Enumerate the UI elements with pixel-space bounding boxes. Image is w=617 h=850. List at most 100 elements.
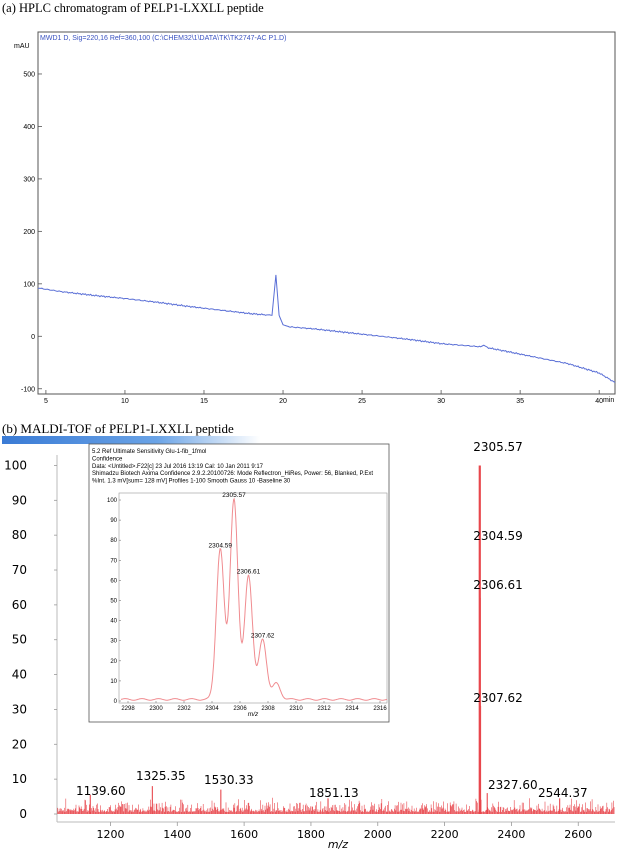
inset-x-tick-label: 2310	[289, 706, 303, 712]
inset-header: 5.2 Ref Ultimate Sensitivity Glu-1-fib_1…	[92, 449, 373, 485]
inset-y-tick-label: 0	[114, 699, 118, 705]
maldi-peak-labels: 1139.60 1325.35 1530.33 1851.13 2304.59 2305.…	[76, 440, 588, 800]
inset-y-tick-label: 100	[107, 498, 118, 504]
inset-y-tick-label: 20	[110, 659, 117, 665]
inset-x-ticks: 2298 2300 2302 2304 2306 2308 2310 2312 2314 2316	[121, 701, 387, 712]
maldi-y-tick-label: 10	[12, 772, 27, 786]
hplc-y-tick-label: 100	[23, 281, 35, 288]
hplc-y-ticks: -100 0 100 200 300 400 500	[21, 71, 42, 393]
inset-peak-labels: 2304.59 2305.57 2306.61 2307.62	[209, 492, 275, 640]
maldi-x-axis-label: m/z	[328, 838, 348, 850]
hplc-x-tick-label: 15	[200, 398, 208, 405]
hplc-x-tick-label: 5	[44, 398, 48, 405]
inset-y-tick-label: 60	[110, 578, 117, 584]
inset-header-line: Data: <Untitled>.F22[c] 23 Jul 2016 13:1…	[92, 464, 264, 470]
inset-x-tick-label: 2314	[345, 706, 359, 712]
inset-x-tick-label: 2312	[317, 706, 331, 712]
inset-header-line: Shimadzu Biotech Axima Confidence 2.9.2.…	[92, 471, 373, 477]
inset-y-tick-label: 90	[110, 518, 117, 524]
hplc-x-tick-label: 35	[516, 398, 524, 405]
inset-x-tick-label: 2304	[205, 706, 219, 712]
hplc-y-tick-label: 0	[31, 334, 35, 341]
maldi-peak-label: 1530.33	[204, 773, 254, 787]
inset-y-tick-label: 10	[110, 679, 117, 685]
panel-a-caption: (a) HPLC chromatogram of PELP1-LXXLL pep…	[2, 1, 264, 15]
maldi-y-tick-label: 30	[12, 702, 27, 716]
hplc-plot-frame	[37, 31, 616, 395]
maldi-x-tick-label: 1200	[96, 828, 124, 841]
header-gradient-bar	[2, 436, 260, 444]
maldi-x-tick-label: 1800	[297, 828, 325, 841]
maldi-y-tick-label: 20	[12, 737, 27, 751]
hplc-x-tick-label: 10	[121, 398, 129, 405]
maldi-noise-lines	[57, 797, 615, 814]
inset-x-tick-label: 2308	[261, 706, 275, 712]
hplc-y-tick-label: 300	[23, 176, 35, 183]
inset-peak-label: 2306.61	[237, 568, 261, 575]
inset-y-tick-label: 80	[110, 538, 117, 544]
maldi-x-tick-label: 1600	[230, 828, 258, 841]
hplc-y-tick-label: 400	[23, 124, 35, 131]
maldi-peak-label: 1851.13	[309, 786, 359, 800]
maldi-x-tick-label: 1400	[163, 828, 191, 841]
maldi-peaks	[89, 465, 561, 814]
hplc-trace-label: MWD1 D, Sig=220,16 Ref=360,100 (C:\CHEM3…	[40, 35, 286, 42]
maldi-peak-label: 2306.61	[473, 578, 523, 592]
inset-x-tick-label: 2306	[233, 706, 247, 712]
inset-y-tick-label: 40	[110, 619, 117, 625]
maldi-x-tick-label: 2200	[431, 828, 459, 841]
inset-header-line: 5.2 Ref Ultimate Sensitivity Glu-1-fib_1…	[92, 449, 206, 455]
maldi-y-tick-label: 70	[12, 563, 27, 577]
inset-x-axis-label: m/z	[248, 711, 259, 718]
maldi-peak-label: 2327.60	[488, 778, 538, 792]
maldi-y-ticks: 0 10 20 30 40 50 60 70 80 90 100	[4, 458, 57, 821]
maldi-y-tick-label: 100	[4, 458, 27, 472]
maldi-y-tick-label: 90	[12, 493, 27, 507]
maldi-y-tick-label: 0	[19, 807, 27, 821]
hplc-x-ticks: 5 10 15 20 25 30 35 40	[44, 390, 603, 405]
maldi-x-tick-label: 2400	[497, 828, 525, 841]
maldi-y-tick-label: 80	[12, 528, 27, 542]
inset-peak-label: 2304.59	[209, 542, 233, 549]
inset-header-line: Confidence	[92, 456, 123, 462]
inset-y-tick-label: 30	[110, 639, 117, 645]
hplc-x-tick-label: 20	[279, 398, 287, 405]
inset-x-tick-label: 2302	[177, 706, 191, 712]
maldi-x-ticks: 1200 1400 1600 1800 2000 2200 2400 2600	[96, 822, 592, 841]
inset-x-tick-label: 2316	[373, 706, 387, 712]
hplc-y-tick-label: 200	[23, 229, 35, 236]
maldi-x-tick-label: 2600	[564, 828, 592, 841]
maldi-peak-label: 1139.60	[76, 784, 126, 798]
inset-y-tick-label: 70	[110, 558, 117, 564]
panel-b-caption: (b) MALDI-TOF of PELP1-LXXLL peptide	[2, 421, 234, 436]
hplc-y-tick-label: -100	[21, 386, 35, 393]
maldi-y-tick-label: 50	[12, 633, 27, 647]
maldi-noise-peaks	[57, 797, 615, 814]
maldi-y-tick-label: 60	[12, 598, 27, 612]
inset-x-tick-label: 2298	[121, 706, 135, 712]
maldi-y-tick-label: 40	[12, 668, 27, 682]
hplc-x-tick-label: 40	[595, 398, 603, 405]
hplc-chart: MWD1 D, Sig=220,16 Ref=360,100 (C:\CHEM3…	[14, 31, 616, 405]
inset-y-ticks: 0 10 20 30 40 50 60 70 80 90 100	[107, 498, 121, 705]
maldi-peak-label: 2304.59	[473, 529, 523, 543]
inset-trace-line	[120, 497, 388, 701]
inset-peak-label: 2307.62	[251, 633, 275, 640]
hplc-y-tick-label: 500	[23, 71, 35, 78]
inset-frame	[88, 443, 390, 723]
inset-header-line: %Int. 1.3 mV[sum= 128 mV] Profiles 1-100…	[92, 479, 291, 485]
maldi-x-tick-label: 2000	[364, 828, 392, 841]
maldi-peak-label: 2544.37	[538, 786, 588, 800]
hplc-y-axis-label: mAU	[14, 43, 30, 50]
hplc-x-tick-label: 30	[437, 398, 445, 405]
maldi-peak-label: 1325.35	[136, 769, 186, 783]
inset-y-tick-label: 50	[110, 599, 117, 605]
inset-peak-label: 2305.57	[222, 492, 246, 499]
maldi-peak-label: 2305.57	[473, 440, 523, 454]
maldi-inset: 5.2 Ref Ultimate Sensitivity Glu-1-fib_1…	[88, 443, 390, 723]
maldi-peak-label: 2307.62	[473, 691, 523, 705]
hplc-trace-line	[37, 274, 616, 383]
hplc-x-axis-label: min	[603, 397, 614, 404]
